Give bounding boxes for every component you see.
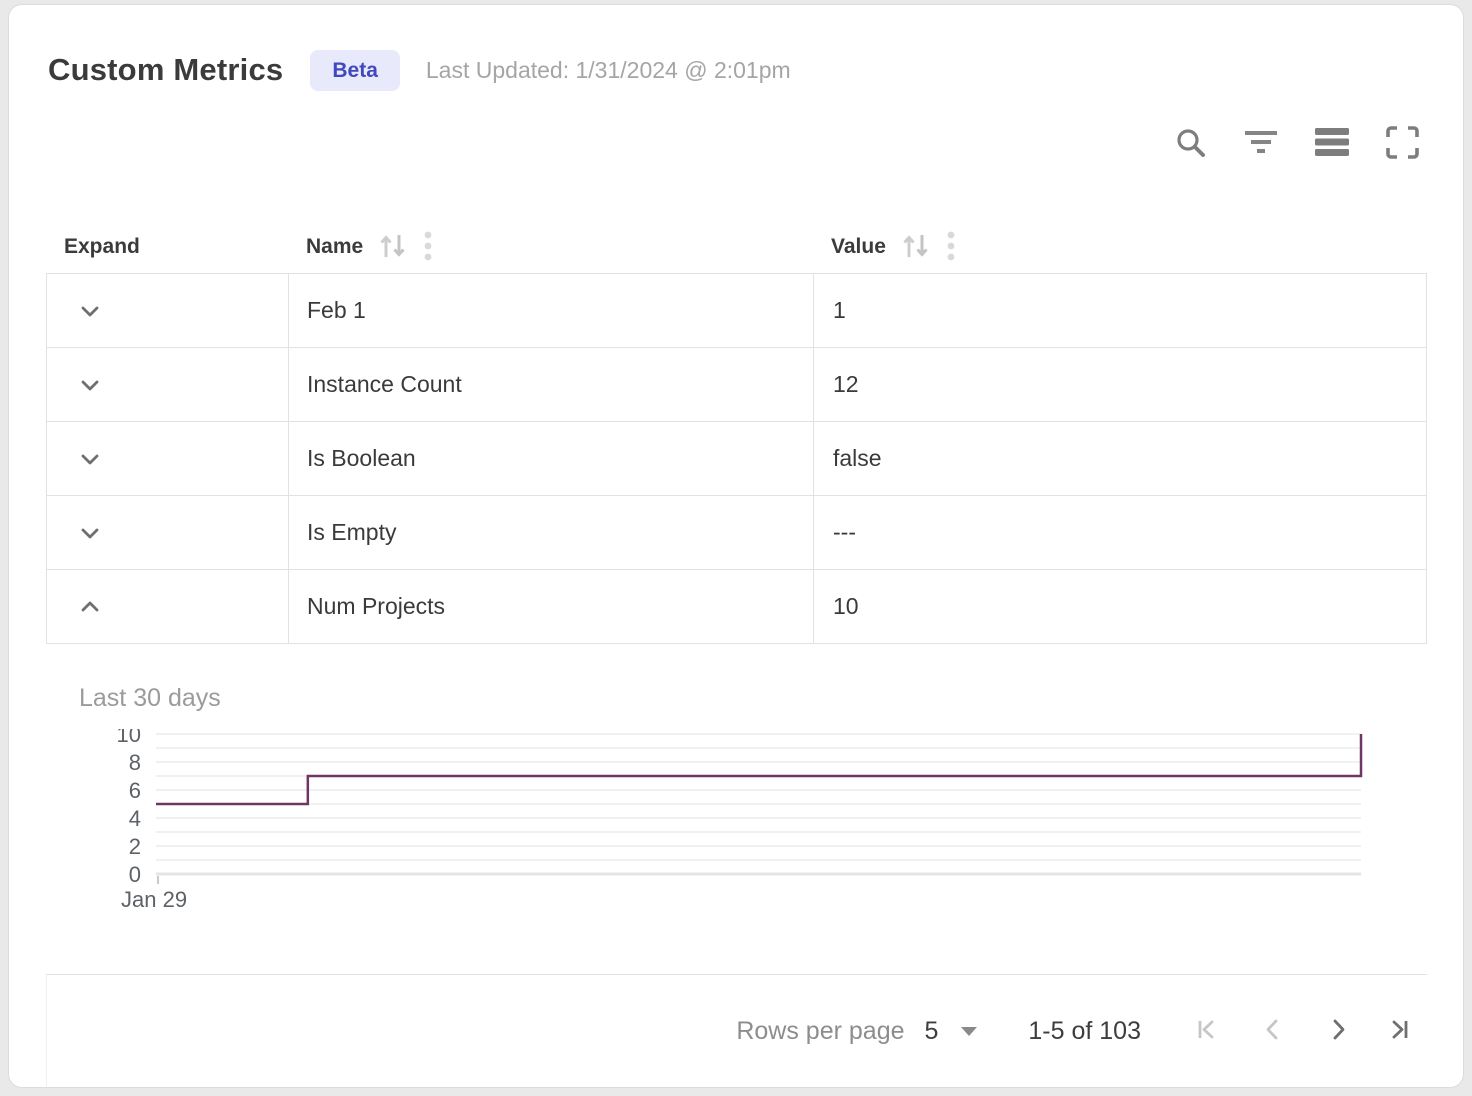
metric-history-chart: 0 2 4 6 8 10 Jan 29 (117, 729, 1363, 912)
metric-value-cell: false (833, 445, 882, 471)
svg-text:8: 8 (129, 750, 141, 775)
column-label: Expand (64, 235, 140, 258)
filter-icon (1244, 129, 1278, 155)
search-icon (1174, 126, 1207, 159)
svg-text:4: 4 (129, 806, 141, 831)
last-updated-text: Last Updated: 1/31/2024 @ 2:01pm (425, 56, 791, 83)
chevron-down-icon (77, 372, 103, 398)
sort-arrows-icon (901, 232, 931, 263)
row-4-expand-button[interactable] (77, 594, 103, 620)
svg-text:6: 6 (129, 778, 141, 803)
table-row: Is Empty --- (47, 495, 1426, 569)
pager-prev-button[interactable] (1239, 1016, 1305, 1046)
pagination-footer: Rows per page 5 1-5 of 103 (46, 974, 1427, 1087)
table-row: Instance Count 12 (47, 347, 1426, 421)
table-row: Feb 1 1 (47, 274, 1426, 347)
caret-down-icon (960, 1026, 978, 1037)
row-2-expand-button[interactable] (77, 446, 103, 472)
metric-name-cell: Is Boolean (289, 422, 814, 495)
column-header-expand: Expand (46, 235, 288, 259)
metrics-table: Expand Name Value (46, 221, 1427, 644)
column-label: Name (306, 235, 364, 258)
kebab-menu-icon (424, 231, 432, 264)
row-1-expand-button[interactable] (77, 372, 103, 398)
pager-first-button[interactable] (1173, 1016, 1239, 1046)
first-page-icon (1193, 1016, 1220, 1046)
filter-button[interactable] (1244, 125, 1278, 159)
page-title: Custom Metrics (48, 52, 284, 87)
expanded-row-detail: Last 30 days 0 2 4 6 8 10 Jan 29 (46, 684, 1463, 914)
svg-text:10: 10 (117, 729, 141, 747)
beta-badge: Beta (310, 49, 400, 91)
rows-per-page-label: Rows per page (736, 1016, 905, 1045)
row-3-expand-button[interactable] (77, 520, 103, 546)
column-label: Value (831, 235, 886, 258)
search-button[interactable] (1174, 125, 1207, 159)
table-row: Num Projects 10 (47, 569, 1426, 643)
fullscreen-icon (1386, 125, 1419, 159)
metric-name-cell: Instance Count (289, 348, 814, 421)
row-0-expand-button[interactable] (77, 298, 103, 324)
table-row: Is Boolean false (47, 421, 1426, 495)
pager-next-button[interactable] (1305, 1016, 1371, 1046)
metric-value-cell: --- (833, 519, 856, 545)
chevron-down-icon (77, 446, 103, 472)
metric-name-cell: Is Empty (289, 496, 814, 569)
name-sort-button[interactable] (378, 232, 408, 263)
svg-text:0: 0 (129, 862, 141, 887)
sort-arrows-icon (378, 232, 408, 263)
kebab-menu-icon (947, 231, 955, 264)
density-button[interactable] (1315, 125, 1349, 159)
chart-title: Last 30 days (79, 684, 221, 712)
rows-per-page-value: 5 (924, 1016, 939, 1045)
metric-value-cell: 1 (833, 297, 846, 323)
pager-last-button[interactable] (1371, 1016, 1427, 1046)
last-page-icon (1386, 1016, 1413, 1046)
svg-text:2: 2 (129, 834, 141, 859)
page-range-text: 1-5 of 103 (1028, 1016, 1141, 1045)
column-header-name: Name (288, 231, 813, 264)
metric-value-cell: 12 (833, 371, 859, 397)
panel-header: Custom Metrics Beta Last Updated: 1/31/2… (9, 5, 1463, 95)
chevron-right-icon (1325, 1016, 1352, 1046)
metric-name-cell: Feb 1 (289, 274, 814, 347)
metric-value-cell: 10 (833, 593, 859, 619)
table-body: Feb 1 1 Instance Count 12 Is Boolean fal… (46, 273, 1427, 644)
pager-controls (1173, 1016, 1427, 1046)
value-column-menu-button[interactable] (947, 231, 955, 264)
chevron-left-icon (1259, 1016, 1286, 1046)
value-sort-button[interactable] (901, 232, 931, 263)
name-column-menu-button[interactable] (424, 231, 432, 264)
chevron-down-icon (77, 298, 103, 324)
chevron-down-icon (77, 520, 103, 546)
chevron-up-icon (77, 594, 103, 620)
custom-metrics-panel: Custom Metrics Beta Last Updated: 1/31/2… (8, 4, 1464, 1088)
column-header-value: Value (813, 231, 1427, 264)
density-icon (1315, 128, 1349, 156)
table-header-row: Expand Name Value (46, 221, 1427, 273)
fullscreen-button[interactable] (1386, 125, 1419, 159)
metric-name-cell: Num Projects (289, 570, 814, 643)
svg-text:Jan 29: Jan 29 (121, 887, 187, 912)
table-toolbar (9, 125, 1419, 159)
rows-per-page-select[interactable]: 5 (925, 1017, 979, 1046)
